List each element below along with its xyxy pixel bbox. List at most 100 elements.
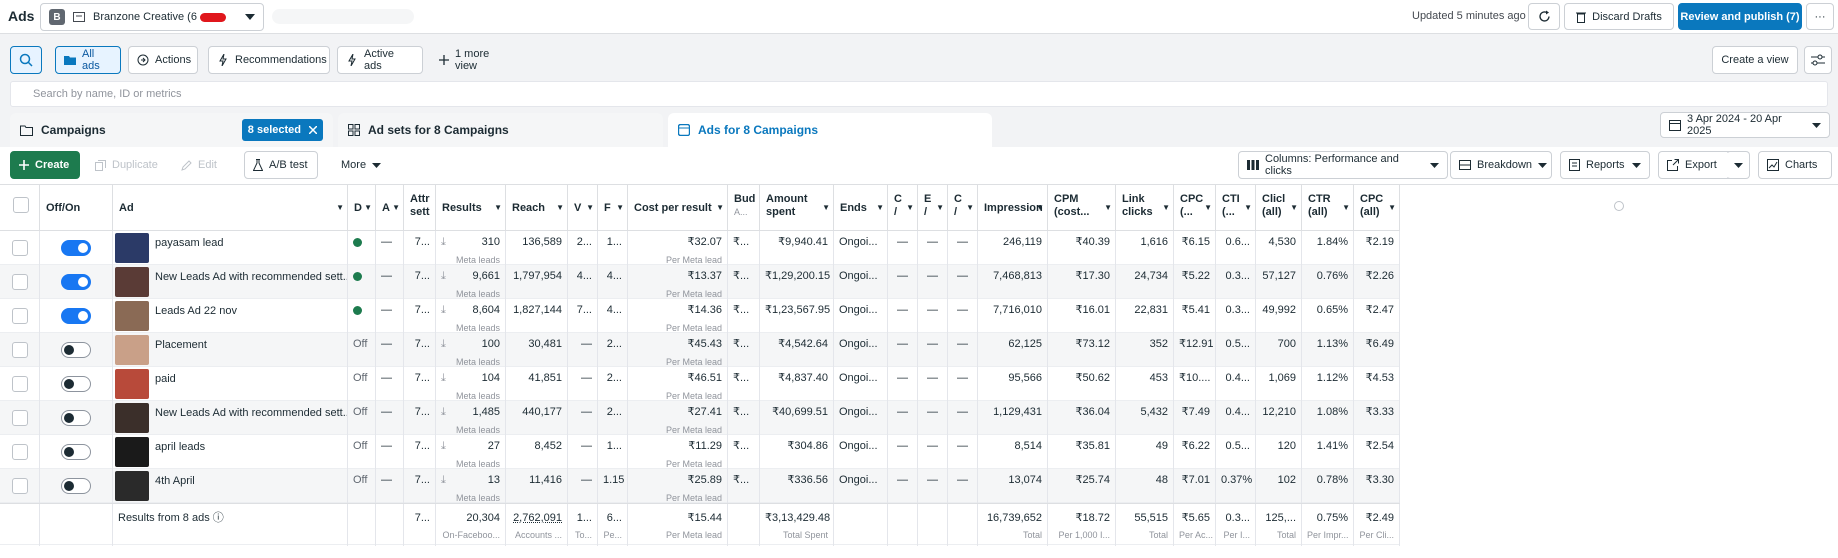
row-checkbox[interactable] [11, 410, 28, 426]
create-view-button[interactable]: Create a view [1712, 46, 1798, 74]
header-a[interactable]: A ▼ [376, 185, 404, 231]
charts-button[interactable]: Charts [1758, 151, 1832, 179]
header-cpm[interactable]: CPM (cost... ▼ [1048, 185, 1116, 231]
on-off-toggle[interactable] [61, 410, 91, 426]
toggle-knob [78, 311, 88, 321]
search-button[interactable] [10, 46, 42, 74]
tab-campaigns[interactable]: Campaigns 8 selected [10, 113, 333, 147]
actions-view[interactable]: Actions [128, 46, 198, 74]
active-ads-view[interactable]: Active ads [337, 46, 423, 74]
row-checkbox[interactable] [11, 376, 28, 392]
header-ctr-link[interactable]: CTI (... ▼ [1216, 185, 1256, 231]
folder-icon [64, 55, 76, 65]
value-ctr1: 0.3... [1225, 304, 1250, 316]
ad-name[interactable]: april leads [155, 441, 206, 453]
cell-c1: — [888, 231, 918, 265]
on-off-toggle[interactable] [61, 274, 91, 290]
ad-name[interactable]: payasam lead [155, 237, 224, 249]
header-attribution[interactable]: Attr sett [404, 185, 436, 231]
row-checkbox[interactable] [11, 444, 28, 460]
header-v[interactable]: V ▼ [568, 185, 598, 231]
value-ctr: 0.78% [1316, 474, 1348, 486]
on-off-toggle[interactable] [61, 376, 91, 392]
ab-test-button[interactable]: A/B test [244, 151, 318, 179]
edit-button[interactable]: Edit [172, 151, 228, 179]
value-reach: 41,851 [528, 372, 562, 384]
header-clicks-all[interactable]: Clicl (all) ▼ [1256, 185, 1302, 231]
row-checkbox[interactable] [11, 274, 28, 290]
row-checkbox[interactable] [11, 342, 28, 358]
header-amount-spent[interactable]: Amount spent ▼ [760, 185, 834, 231]
subtext-cpr: Per Meta lead [665, 391, 722, 401]
header-c2[interactable]: C / ▼ [948, 185, 978, 231]
create-button[interactable]: Create [10, 151, 80, 179]
on-off-toggle[interactable] [61, 240, 91, 256]
account-selector[interactable]: B Branzone Creative (6 [40, 3, 264, 31]
header-ctr-all[interactable]: CTR (all) ▼ [1302, 185, 1354, 231]
tab-adsets[interactable]: Ad sets for 8 Campaigns [338, 113, 663, 147]
reports-button[interactable]: Reports [1560, 151, 1650, 179]
value-ctr: 1.41% [1316, 440, 1348, 452]
refresh-button[interactable] [1528, 3, 1560, 30]
close-icon[interactable] [309, 126, 317, 134]
ad-name[interactable]: Placement [155, 339, 207, 351]
header-cpc-all[interactable]: CPC (all) ▼ [1354, 185, 1400, 231]
header-budget[interactable]: Bud A... [728, 185, 760, 231]
ad-name[interactable]: New Leads Ad with recommended sett... [155, 271, 348, 283]
cell-c2: — [948, 333, 978, 367]
discard-drafts-button[interactable]: Discard Drafts [1564, 3, 1674, 30]
ad-name[interactable]: 4th April [155, 475, 195, 487]
value-reach: 1,797,954 [513, 270, 562, 282]
header-reach[interactable]: Reach ▼ [506, 185, 568, 231]
header-e[interactable]: E / ▼ [918, 185, 948, 231]
ads-table: Off/On Ad ▼ D ▼ A ▼ Attr sett Results ▼ Reach… [0, 185, 1838, 558]
selected-badge[interactable]: 8 selected [241, 119, 323, 141]
all-ads-view[interactable]: All ads [55, 46, 121, 74]
row-checkbox[interactable] [11, 478, 28, 494]
on-off-toggle[interactable] [61, 342, 91, 358]
header-d[interactable]: D ▼ [348, 185, 376, 231]
on-off-toggle[interactable] [61, 444, 91, 460]
columns-button[interactable]: Columns: Performance and clicks [1238, 151, 1448, 179]
header-f[interactable]: F ▼ [598, 185, 628, 231]
header-link-clicks[interactable]: Link clicks ▼ [1116, 185, 1174, 231]
add-column-icon[interactable] [1614, 201, 1624, 211]
summary-cell-ctr: 0.75% Per Impr... [1302, 504, 1354, 546]
select-all-checkbox[interactable] [12, 197, 29, 213]
ad-name[interactable]: paid [155, 373, 176, 385]
on-off-toggle[interactable] [61, 308, 91, 324]
review-publish-button[interactable]: Review and publish (7) [1678, 3, 1802, 30]
more-view-button[interactable]: 1 more view [430, 46, 516, 74]
cell-ctr: 1.41% [1302, 435, 1354, 469]
more-actions-button[interactable]: More [332, 151, 388, 179]
more-menu-button[interactable]: ··· [1806, 3, 1834, 30]
export-button[interactable]: Export [1658, 151, 1738, 179]
calendar-icon [1669, 119, 1681, 131]
header-ad[interactable]: Ad ▼ [113, 185, 348, 231]
export-dropdown-button[interactable] [1726, 151, 1750, 179]
value-c2: — [957, 270, 968, 282]
duplicate-button[interactable]: Duplicate [86, 151, 166, 179]
value-e: — [927, 304, 938, 316]
row-checkbox[interactable] [11, 240, 28, 256]
search-input[interactable]: Search by name, ID or metrics [10, 81, 1828, 107]
header-offon[interactable]: Off/On [40, 185, 113, 231]
ad-thumbnail [115, 403, 149, 433]
header-impressions[interactable]: Impression ▼ [978, 185, 1048, 231]
header-cost-per-result[interactable]: Cost per result ▼ [628, 185, 728, 231]
cell-amount: ₹1,29,200.15 [760, 265, 834, 299]
tab-ads[interactable]: Ads for 8 Campaigns [668, 113, 992, 147]
recommendations-view[interactable]: Recommendations [208, 46, 330, 74]
date-range-picker[interactable]: 3 Apr 2024 - 20 Apr 2025 [1660, 112, 1830, 138]
breakdown-button[interactable]: Breakdown [1450, 151, 1552, 179]
ad-name[interactable]: Leads Ad 22 nov [155, 305, 237, 317]
columns-label: Columns: Performance and clicks [1265, 153, 1399, 177]
header-results[interactable]: Results ▼ [436, 185, 506, 231]
ad-name[interactable]: New Leads Ad with recommended sett... [155, 407, 348, 419]
row-checkbox[interactable] [11, 308, 28, 324]
header-c1[interactable]: C / ▼ [888, 185, 918, 231]
settings-button[interactable] [1804, 46, 1832, 74]
header-ends[interactable]: Ends ▼ [834, 185, 888, 231]
header-cpc[interactable]: CPC (... ▼ [1174, 185, 1216, 231]
on-off-toggle[interactable] [61, 478, 91, 494]
